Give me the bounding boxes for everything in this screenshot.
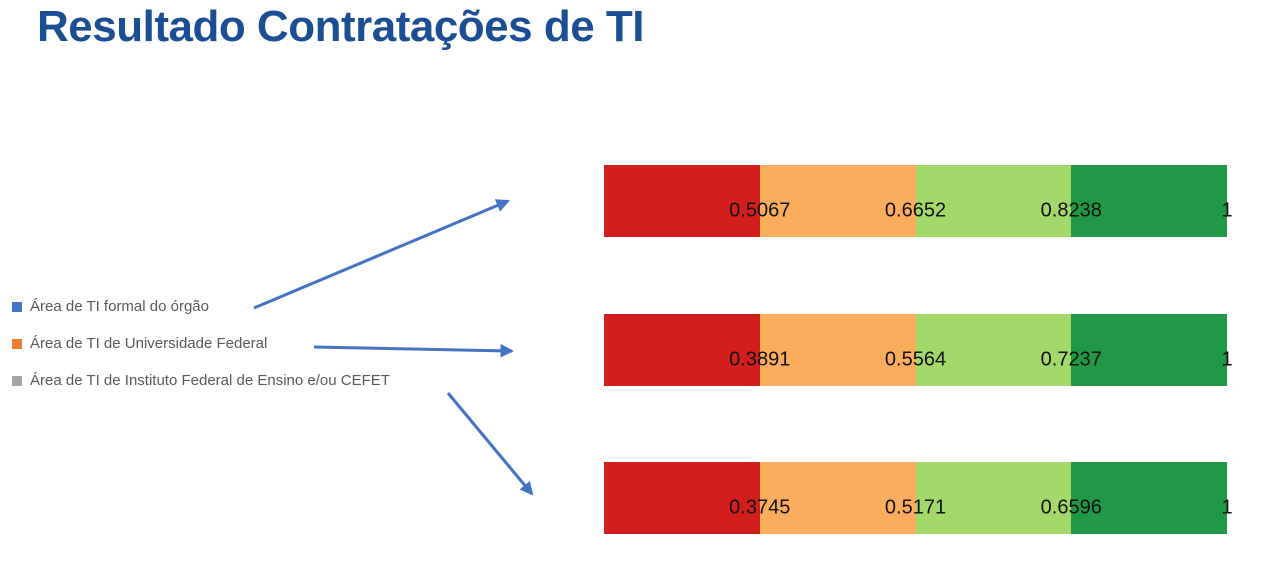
- bar-value-label: 1: [1221, 496, 1233, 519]
- bar-value-label: 0.8238: [1040, 199, 1102, 222]
- legend-item: Área de TI de Universidade Federal: [12, 333, 390, 354]
- bar-1-segment-2: [759, 165, 916, 237]
- bar-value-label: 0.5067: [729, 199, 791, 222]
- bar-1: 0.5067 0.6652 0.8238 1: [604, 165, 1233, 237]
- bar-value-label: 1: [1221, 199, 1233, 222]
- bar-value-label: 0.3891: [729, 348, 791, 371]
- bar-3-segment-1: [604, 462, 760, 534]
- legend-label: Área de TI formal do órgão: [30, 298, 209, 315]
- chart-legend: Área de TI formal do órgão Área de TI de …: [12, 296, 390, 407]
- bar-value-label: 0.6596: [1040, 496, 1102, 519]
- bar-3-segment-4: [1071, 462, 1227, 534]
- bar-3-segment-2: [759, 462, 916, 534]
- bar-3: 0.3745 0.5171 0.6596 1: [604, 462, 1233, 534]
- legend-swatch-icon: [12, 301, 22, 312]
- legend-label: Área de TI de Instituto Federal de Ensin…: [30, 372, 390, 389]
- bar-value-label: 0.3745: [729, 496, 791, 519]
- bar-2: 0.3891 0.5564 0.7237 1: [604, 314, 1233, 386]
- arrow-legend3-to-bar3-icon: [446, 392, 534, 496]
- page-title: Resultado Contratações de TI: [37, 2, 645, 51]
- legend-label: Área de TI de Universidade Federal: [30, 335, 268, 352]
- bar-1-segment-1: [604, 165, 760, 237]
- bar-value-label: 0.6652: [884, 199, 947, 222]
- bar-3-segment-3: [915, 462, 1072, 534]
- bar-1-segment-4: [1071, 165, 1227, 237]
- legend-item: Área de TI formal do órgão: [12, 296, 390, 317]
- chart-bars: 0.5067 0.6652 0.8238 1 0.3891 0.5564 0.7237 1 0.…: [604, 0, 1233, 564]
- legend-item: Área de TI de Instituto Federal de Ensin…: [12, 370, 390, 391]
- bar-2-segment-3: [915, 314, 1072, 386]
- legend-swatch-icon: [12, 375, 22, 386]
- bar-value-label: 0.7237: [1040, 348, 1102, 371]
- bar-2-segment-2: [759, 314, 916, 386]
- bar-2-segment-4: [1071, 314, 1227, 386]
- arrow-legend1-to-bar1-icon: [253, 199, 510, 310]
- bar-value-label: 1: [1221, 348, 1233, 371]
- legend-swatch-icon: [12, 338, 22, 349]
- bar-value-label: 0.5564: [884, 348, 947, 371]
- bar-2-segment-1: [604, 314, 760, 386]
- bar-value-label: 0.5171: [884, 496, 947, 519]
- bar-1-segment-3: [915, 165, 1072, 237]
